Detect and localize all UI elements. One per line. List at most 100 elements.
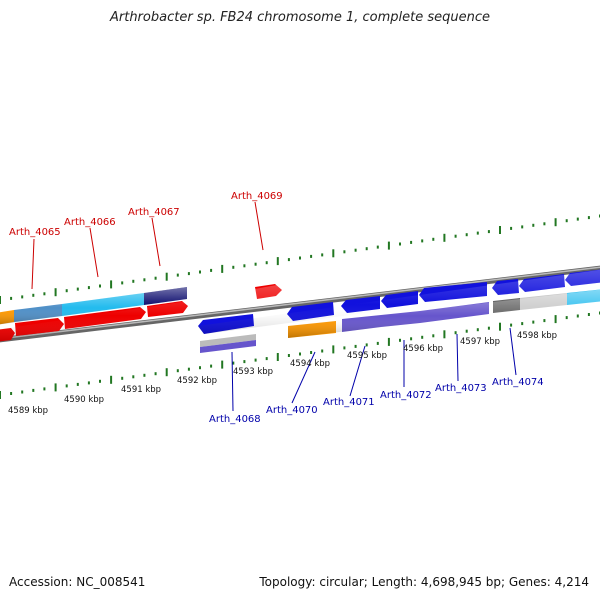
minor-tick <box>76 382 79 386</box>
gene-label-arth-4073[interactable]: Arth_4073 <box>435 383 487 394</box>
minor-tick <box>454 331 457 335</box>
minor-tick <box>565 219 568 223</box>
major-tick <box>554 218 557 227</box>
scale-labels: 4589 kbp 4590 kbp 4591 kbp 4592 kbp 4593… <box>8 331 557 416</box>
minor-tick <box>421 335 424 339</box>
minor-tick <box>43 387 46 391</box>
minor-tick <box>65 289 68 293</box>
minor-tick <box>210 268 213 272</box>
minor-tick <box>187 367 190 371</box>
minor-tick <box>176 369 179 373</box>
minor-tick <box>576 217 579 221</box>
reverse-strand <box>198 269 600 353</box>
gene-label-arth-4065[interactable]: Arth_4065 <box>9 227 61 238</box>
minor-tick <box>354 344 357 348</box>
minor-tick <box>187 272 190 276</box>
gene-label-arth-4066[interactable]: Arth_4066 <box>64 217 116 228</box>
minor-tick <box>32 388 35 392</box>
major-tick <box>276 353 279 361</box>
minor-tick <box>121 281 124 285</box>
major-tick <box>276 257 279 266</box>
minor-tick <box>354 248 357 252</box>
minor-tick <box>199 270 201 274</box>
summary-text: Topology: circular; Length: 4,698,945 bp… <box>259 575 589 589</box>
major-tick <box>387 337 390 346</box>
minor-tick <box>243 264 246 268</box>
minor-tick <box>232 361 235 365</box>
minor-tick <box>465 233 468 237</box>
minor-tick <box>232 265 235 269</box>
minor-tick <box>143 373 146 377</box>
major-tick <box>443 330 446 339</box>
minor-tick <box>365 247 368 251</box>
major-tick <box>499 322 501 331</box>
minor-tick <box>521 225 524 229</box>
minor-tick <box>287 258 290 262</box>
gene-label-arth-4070[interactable]: Arth_4070 <box>266 405 318 416</box>
minor-tick <box>587 313 590 316</box>
minor-tick <box>399 242 401 246</box>
major-tick <box>110 375 113 384</box>
map-title: Arthrobacter sp. FB24 chromosome 1, comp… <box>109 10 491 25</box>
gene-labels: Arth_4065 Arth_4066 Arth_4067 Arth_4069 … <box>9 191 544 425</box>
minor-tick <box>10 296 13 300</box>
minor-tick <box>343 346 346 350</box>
major-tick <box>221 264 224 273</box>
minor-tick <box>76 287 79 291</box>
minor-tick <box>421 239 424 243</box>
gene-label-arth-4067[interactable]: Arth_4067 <box>128 207 180 218</box>
minor-tick <box>543 319 546 323</box>
minor-tick <box>343 250 346 254</box>
minor-tick <box>410 240 413 244</box>
minor-tick <box>465 329 468 333</box>
accession-text: Accession: NC_008541 <box>9 575 146 589</box>
major-tick <box>332 249 335 258</box>
minor-tick <box>199 366 201 370</box>
minor-tick <box>254 262 257 266</box>
minor-tick <box>510 226 513 230</box>
minor-tick <box>587 216 590 220</box>
scale-label-4597: 4597 kbp <box>460 337 500 347</box>
minor-tick <box>21 390 24 394</box>
gene-label-arth-4069[interactable]: Arth_4069 <box>231 191 283 202</box>
minor-tick <box>287 354 290 357</box>
minor-tick <box>65 384 68 388</box>
backbone-highlight <box>0 266 600 340</box>
minor-tick <box>510 323 513 327</box>
scale-label-4592: 4592 kbp <box>177 376 217 386</box>
minor-tick <box>87 381 90 385</box>
minor-tick <box>365 343 368 347</box>
gene-label-arth-4071[interactable]: Arth_4071 <box>323 397 375 408</box>
minor-tick <box>399 338 401 342</box>
minor-tick <box>310 351 313 354</box>
minor-tick <box>154 372 157 376</box>
minor-tick <box>243 360 246 364</box>
minor-tick <box>132 279 135 283</box>
minor-tick <box>321 253 324 257</box>
gene-label-arth-4068[interactable]: Arth_4068 <box>209 414 261 425</box>
major-tick <box>110 280 113 289</box>
outer-scale-ticks <box>0 214 600 304</box>
minor-tick <box>143 278 146 282</box>
minor-tick <box>532 320 535 324</box>
gene-label-arth-4074[interactable]: Arth_4074 <box>492 377 544 388</box>
major-tick <box>499 226 501 234</box>
scale-label-4594: 4594 kbp <box>290 359 330 369</box>
minor-tick <box>532 223 535 227</box>
minor-tick <box>376 341 379 345</box>
major-tick <box>54 288 57 297</box>
minor-tick <box>265 357 268 361</box>
minor-tick <box>476 231 479 235</box>
scale-label-4589: 4589 kbp <box>8 406 48 416</box>
scale-label-4590: 4590 kbp <box>64 395 104 405</box>
minor-tick <box>21 295 24 299</box>
minor-tick <box>454 234 457 238</box>
minor-tick <box>99 284 101 288</box>
major-tick <box>165 272 168 281</box>
minor-tick <box>432 334 435 338</box>
gene-label-arth-4072[interactable]: Arth_4072 <box>380 390 432 401</box>
minor-tick <box>265 261 268 265</box>
major-tick <box>443 233 446 242</box>
minor-tick <box>476 328 479 332</box>
